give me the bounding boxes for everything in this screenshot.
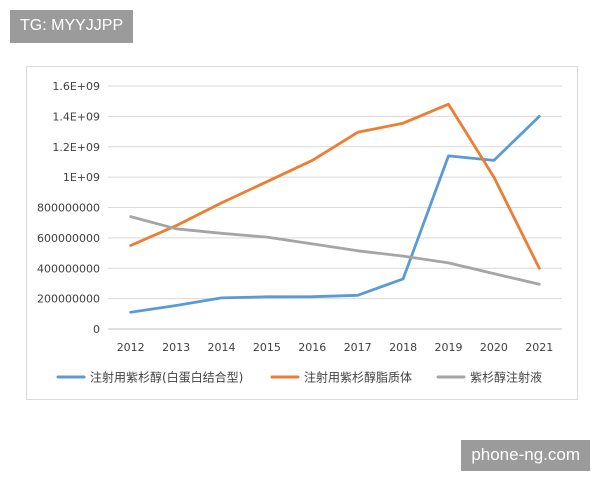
series-lines — [129, 102, 541, 314]
series-line-2 — [129, 102, 541, 270]
series-line-3 — [129, 215, 541, 286]
x-tick-label: 2015 — [253, 341, 281, 354]
watermark-bottom-right: phone-ng.com — [461, 440, 590, 471]
x-tick-label: 2019 — [435, 341, 463, 354]
y-tick-label: 200000000 — [37, 293, 100, 306]
legend-label: 注射用紫杉醇(白蛋白结合型) — [90, 370, 243, 385]
x-tick-label: 2018 — [389, 341, 417, 354]
y-tick-label: 400000000 — [37, 262, 100, 275]
x-tick-label: 2013 — [162, 341, 190, 354]
y-tick-labels: 0 200000000 400000000 600000000 800000000 1E+… — [37, 80, 100, 336]
y-tick-label: 600000000 — [37, 232, 100, 245]
legend-label: 紫杉醇注射液 — [470, 370, 542, 385]
legend: 注射用紫杉醇(白蛋白结合型) 注射用紫杉醇脂质体 紫杉醇注射液 — [56, 370, 542, 385]
chart-frame — [26, 66, 578, 400]
x-tick-label: 2017 — [344, 341, 372, 354]
y-tick-label: 800000000 — [37, 202, 100, 215]
y-tick-label: 1.2E+09 — [52, 141, 100, 154]
x-tick-labels: 2012 2013 2014 2015 2016 2017 2018 2019 2020 2021 — [117, 341, 554, 354]
legend-label: 注射用紫杉醇脂质体 — [304, 370, 412, 385]
watermark-top-left: TG: MYYJJPP — [10, 10, 134, 43]
gridlines — [108, 85, 562, 330]
y-tick-label: 0 — [93, 323, 100, 336]
x-tick-label: 2012 — [117, 341, 145, 354]
x-tick-label: 2020 — [480, 341, 508, 354]
y-tick-label: 1.6E+09 — [52, 80, 100, 93]
series-line-1 — [129, 115, 541, 314]
y-tick-label: 1.4E+09 — [52, 110, 100, 123]
x-tick-label: 2016 — [298, 341, 326, 354]
y-tick-label: 1E+09 — [63, 171, 100, 184]
x-tick-label: 2021 — [525, 341, 553, 354]
x-tick-label: 2014 — [208, 341, 236, 354]
